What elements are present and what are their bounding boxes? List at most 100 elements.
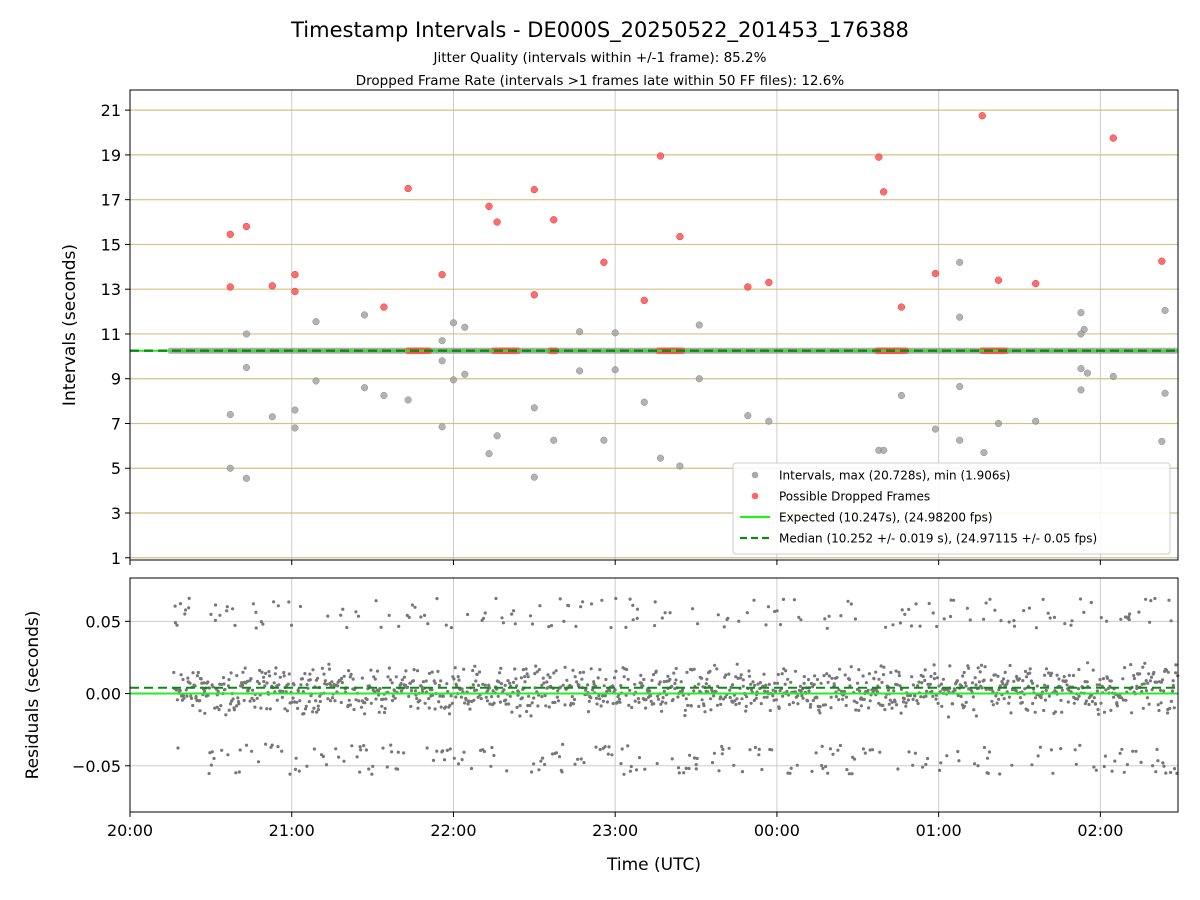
residual-point: [994, 694, 998, 698]
residual-point: [919, 695, 923, 699]
residual-point: [1066, 700, 1070, 704]
interval-point: [226, 464, 234, 472]
residual-point: [799, 618, 803, 622]
dropped-frame-point: [485, 202, 493, 211]
residual-point: [796, 702, 800, 706]
residual-point: [474, 688, 479, 692]
residual-point: [907, 750, 911, 754]
residual-point: [1028, 671, 1032, 675]
residual-point: [892, 689, 896, 693]
residual-point: [1047, 671, 1051, 675]
residual-point: [854, 708, 858, 712]
residual-point: [639, 673, 643, 678]
residual-point: [910, 675, 914, 679]
residual-point: [806, 678, 811, 682]
residual-point: [544, 704, 548, 708]
residual-point: [265, 707, 269, 711]
residual-point: [606, 752, 610, 756]
residual-point: [1071, 673, 1076, 678]
residual-point: [662, 680, 666, 684]
residual-point: [967, 666, 971, 670]
residual-point: [941, 677, 946, 681]
x-tick-label: 20:00: [107, 821, 153, 840]
residual-point: [536, 704, 540, 708]
residual-point: [1149, 599, 1153, 603]
residual-point: [643, 767, 647, 771]
residual-point: [501, 621, 505, 625]
residual-point: [685, 670, 689, 675]
residual-point: [546, 673, 550, 677]
residual-point: [1083, 702, 1087, 706]
residual-point: [1171, 679, 1175, 683]
residual-point: [193, 684, 197, 688]
residual-point: [351, 677, 355, 681]
residual-point: [333, 699, 337, 703]
residual-point: [504, 698, 508, 702]
residual-point: [1105, 676, 1110, 680]
residual-point: [608, 689, 612, 693]
residual-point: [488, 702, 492, 706]
residual-point: [178, 688, 182, 693]
dropped-frame-point: [291, 270, 299, 279]
residual-point: [283, 707, 287, 711]
residual-point: [1141, 665, 1145, 669]
residual-point: [838, 667, 842, 671]
residual-point: [1166, 670, 1170, 674]
residual-point: [636, 697, 641, 701]
residual-point: [1144, 597, 1148, 601]
residual-point: [1109, 679, 1113, 683]
residual-point: [863, 751, 867, 755]
residual-point: [897, 674, 902, 678]
residual-point: [832, 682, 836, 686]
residual-point: [673, 687, 677, 691]
residual-point: [311, 710, 315, 714]
residual-point: [452, 756, 456, 760]
residual-point: [897, 670, 901, 675]
interval-point: [1161, 389, 1169, 397]
residual-point: [641, 684, 645, 688]
residual-point: [235, 674, 239, 678]
residual-point: [227, 708, 231, 712]
residual-point: [712, 694, 716, 698]
residual-point: [439, 679, 443, 683]
residual-point: [387, 666, 391, 670]
residual-point: [359, 748, 363, 752]
residual-point: [1169, 619, 1173, 623]
residual-point: [759, 702, 763, 706]
residual-point: [751, 680, 755, 684]
residual-point: [1113, 759, 1117, 763]
residual-point: [515, 705, 519, 710]
residual-point: [982, 745, 987, 750]
residual-point: [435, 749, 439, 753]
residual-point: [1093, 702, 1098, 706]
residual-point: [1099, 616, 1103, 620]
interval-point: [242, 363, 250, 372]
residual-point: [471, 668, 475, 673]
residual-point: [651, 673, 656, 677]
residual-point: [1099, 701, 1103, 705]
residual-point: [598, 668, 602, 672]
residual-point: [304, 704, 308, 708]
residual-point: [396, 750, 400, 754]
residual-point: [221, 676, 226, 680]
residual-point: [989, 678, 993, 682]
residual-point: [656, 694, 660, 698]
residual-point: [410, 603, 414, 607]
residual-point: [747, 669, 751, 673]
residual-point: [948, 664, 952, 668]
residual-point: [801, 696, 805, 700]
residual-point: [1110, 769, 1114, 773]
legend-box: [732, 462, 1171, 555]
interval-point: [461, 370, 469, 378]
residual-point: [1010, 763, 1014, 767]
y-axis-label: Intervals (seconds): [60, 244, 80, 406]
residual-point: [898, 684, 902, 688]
residual-point: [964, 700, 968, 705]
residual-point: [268, 674, 272, 678]
residual-point: [327, 662, 331, 666]
residual-point: [473, 664, 477, 668]
residual-point: [535, 670, 539, 674]
y-tick-label: 9: [111, 370, 121, 389]
residual-point: [287, 672, 291, 676]
